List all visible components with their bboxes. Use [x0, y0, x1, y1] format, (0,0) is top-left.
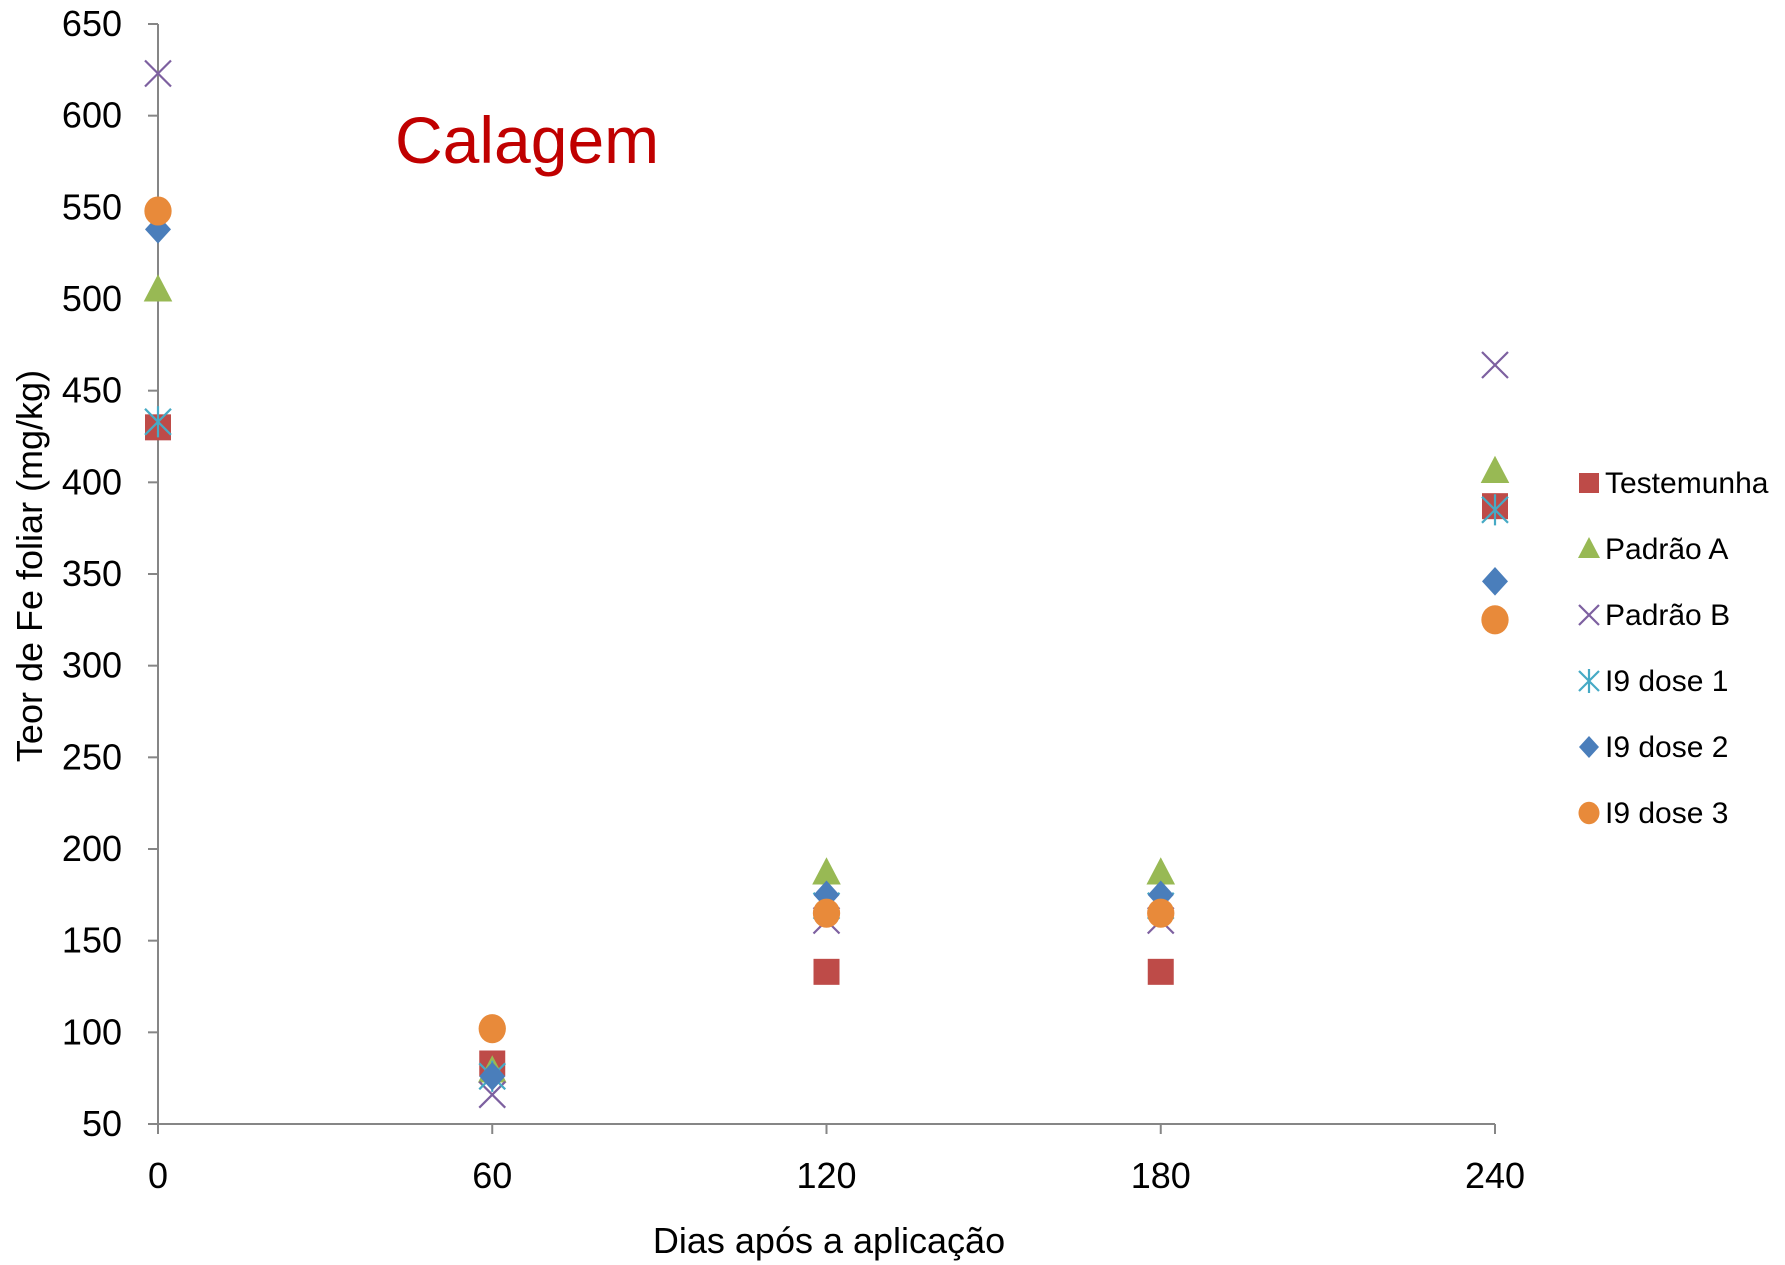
data-point-testemunha: [1147, 958, 1174, 985]
x-axis-title: Dias após a aplicação: [653, 1220, 1005, 1261]
data-point-i9-dose-3: [144, 196, 172, 226]
data-point-i9-dose-3: [812, 898, 841, 928]
x-tick-label: 60: [472, 1155, 512, 1196]
y-tick-label: 300: [62, 645, 122, 686]
data-point-i9-dose-3: [1481, 605, 1509, 635]
legend-marker-padr-o-b: [1578, 604, 1600, 626]
y-tick-label: 150: [62, 920, 122, 961]
data-point-padr-o-a: [143, 274, 173, 302]
data-point-padr-o-a: [1146, 857, 1176, 885]
data-point-i9-dose-1: [1481, 494, 1509, 526]
legend-label-testemunha: Testemunha: [1605, 467, 1769, 500]
legend-marker-testemunha: [1579, 473, 1599, 493]
data-point-padr-o-a: [812, 857, 841, 885]
x-axis-ticks: 0 60 120 180 240: [148, 1124, 1525, 1196]
x-tick-label: 180: [1131, 1155, 1191, 1196]
legend: Testemunha Padrão A Padrão B I9 dose 1 I9 do…: [1578, 467, 1769, 830]
data-point-i9-dose-3: [1147, 898, 1175, 928]
legend-marker-padr-o-a: [1578, 537, 1600, 558]
data-point-padr-o-b: [144, 59, 172, 88]
y-axis-title: Teor de Fe foliar (mg/kg): [9, 370, 50, 762]
data-point-testemunha: [813, 958, 840, 985]
data-point-padr-o-a: [1480, 455, 1510, 484]
legend-label-i9-dose-2: I9 dose 2: [1605, 731, 1728, 764]
data-point-i9-dose-2: [479, 1062, 506, 1091]
legend-label-padr-o-a: Padrão A: [1605, 533, 1728, 566]
y-tick-label: 100: [62, 1011, 122, 1052]
y-axis-ticks: 50 100 150 200 250 300 350 400 450 500 550 600 650: [62, 3, 158, 1144]
y-tick-label: 450: [62, 370, 122, 411]
legend-label-i9-dose-3: I9 dose 3: [1605, 797, 1728, 830]
data-points: [143, 59, 1510, 1109]
y-tick-label: 250: [62, 736, 122, 777]
data-point-i9-dose-2: [1482, 567, 1508, 596]
y-tick-label: 50: [82, 1103, 122, 1144]
legend-marker-i9-dose-1: [1578, 669, 1600, 693]
y-tick-label: 650: [62, 3, 122, 44]
data-point-i9-dose-3: [478, 1014, 506, 1044]
legend-label-i9-dose-1: I9 dose 1: [1605, 665, 1728, 698]
y-tick-label: 600: [62, 95, 122, 136]
legend-marker-i9-dose-3: [1578, 801, 1600, 825]
chart-title: Calagem: [395, 103, 659, 177]
y-tick-label: 350: [62, 553, 122, 594]
data-point-padr-o-b: [1481, 351, 1509, 379]
y-tick-label: 500: [62, 278, 122, 319]
x-tick-label: 0: [148, 1155, 168, 1196]
y-tick-label: 550: [62, 186, 122, 227]
legend-marker-i9-dose-2: [1579, 736, 1599, 758]
x-tick-label: 120: [796, 1155, 856, 1196]
x-tick-label: 240: [1465, 1155, 1525, 1196]
y-tick-label: 400: [62, 461, 122, 502]
data-point-i9-dose-1: [144, 406, 172, 438]
y-tick-label: 200: [62, 828, 122, 869]
legend-label-padr-o-b: Padrão B: [1605, 599, 1730, 632]
